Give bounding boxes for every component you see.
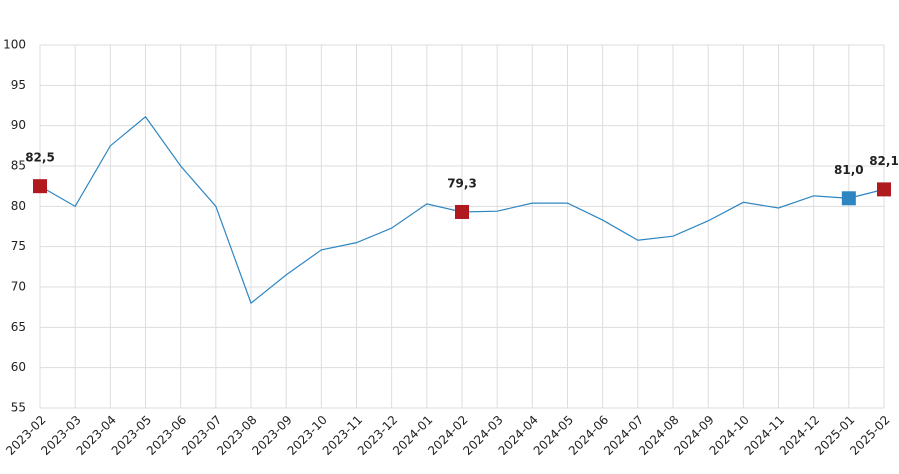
- data-label: 82,1: [869, 154, 899, 168]
- marker: [841, 191, 856, 206]
- marker: [877, 182, 891, 197]
- y-tick-label: 55: [11, 401, 26, 415]
- y-tick-label: 65: [11, 320, 26, 334]
- data-label: 81,0: [834, 163, 864, 177]
- y-tick-label: 80: [11, 199, 26, 213]
- y-tick-label: 70: [11, 280, 26, 294]
- y-tick-label: 100: [3, 38, 26, 52]
- marker: [33, 179, 47, 194]
- data-label: 79,3: [447, 176, 477, 190]
- marker: [455, 204, 469, 219]
- y-tick-label: 60: [11, 360, 26, 374]
- y-tick-label: 75: [11, 239, 26, 253]
- y-tick-label: 85: [11, 159, 26, 173]
- y-tick-label: 90: [11, 118, 26, 132]
- y-tick-label: 95: [11, 78, 26, 92]
- data-label: 82,5: [25, 151, 55, 165]
